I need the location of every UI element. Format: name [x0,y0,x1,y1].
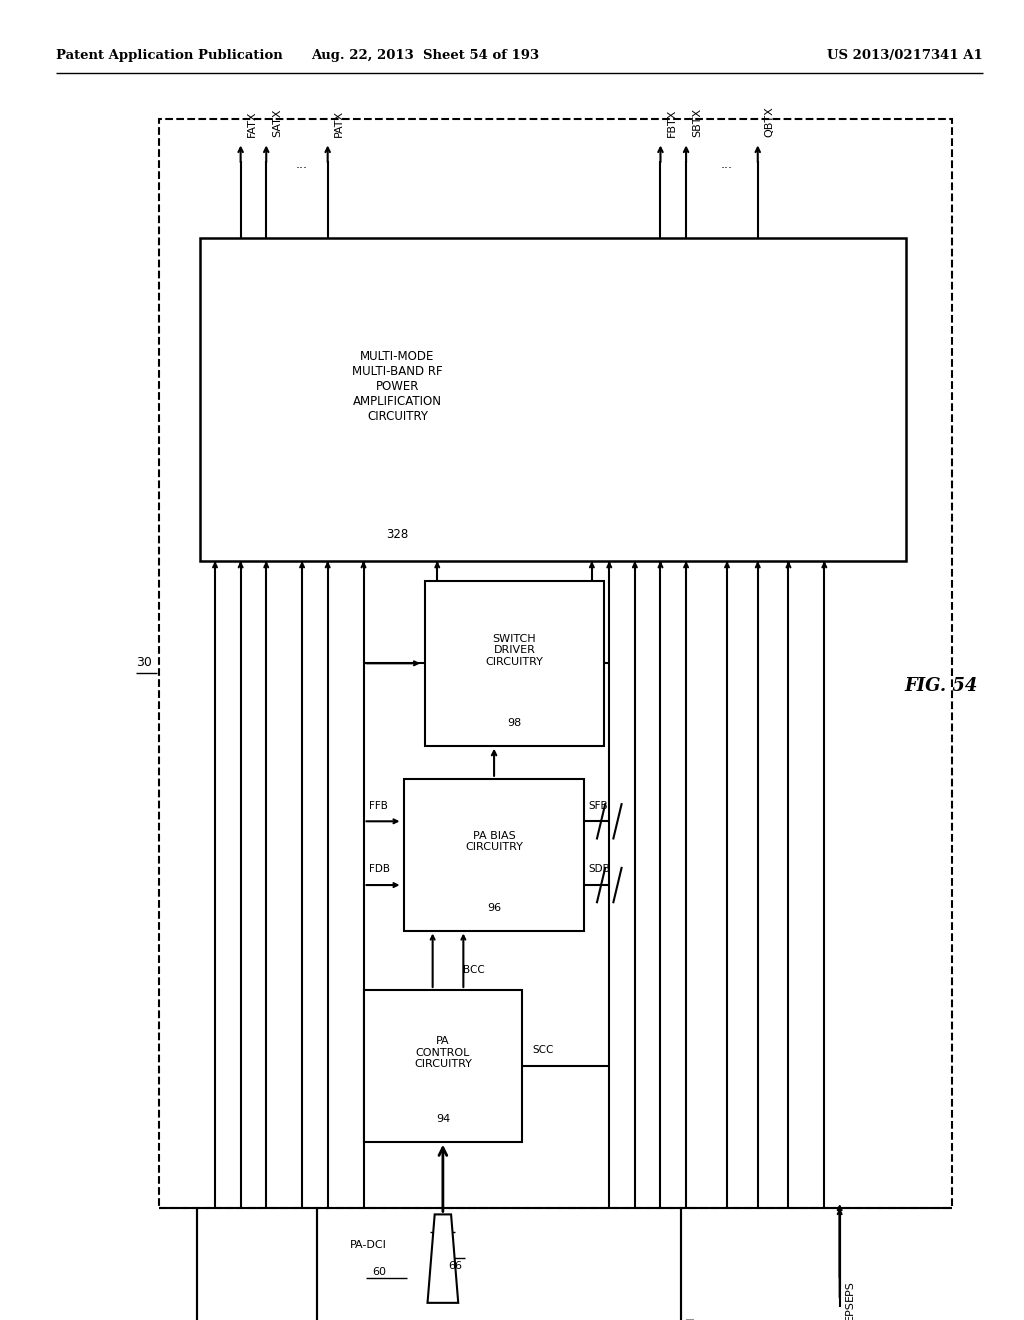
Text: PATX: PATX [334,110,344,137]
Text: BPS: BPS [323,1316,333,1320]
Text: PA
CONTROL
CIRCUITRY: PA CONTROL CIRCUITRY [414,1036,472,1069]
Text: FRFI: FRFI [202,1316,212,1320]
Text: Aug. 22, 2013  Sheet 54 of 193: Aug. 22, 2013 Sheet 54 of 193 [311,49,539,62]
Text: 66: 66 [435,1232,450,1242]
Text: 30: 30 [135,656,152,669]
Text: SDB: SDB [589,865,610,874]
Text: PA BIAS
CIRCUITRY: PA BIAS CIRCUITRY [465,830,523,853]
Text: FFB: FFB [369,801,387,810]
Text: ...: ... [296,158,308,172]
Text: PA-DCI: PA-DCI [349,1241,387,1250]
Text: EPS: EPS [845,1280,855,1302]
Text: US 2013/0217341 A1: US 2013/0217341 A1 [827,49,983,62]
Bar [364,990,522,1142]
Bar [200,238,906,561]
Text: 66: 66 [449,1261,462,1271]
Text: EPS: EPS [845,1300,855,1320]
Text: QBTX: QBTX [764,107,774,137]
Bar [159,119,952,1208]
Text: 328: 328 [386,528,409,541]
Text: SFB: SFB [589,801,608,810]
Text: SBTX: SBTX [692,108,702,137]
Text: FIG. 54: FIG. 54 [904,677,978,696]
Text: FATX: FATX [247,111,257,137]
Text: 94: 94 [436,1114,450,1125]
Text: Patent Application Publication: Patent Application Publication [56,49,283,62]
Text: 96: 96 [487,903,501,913]
Text: 60: 60 [373,1267,387,1276]
Text: MULTI-MODE
MULTI-BAND RF
POWER
AMPLIFICATION
CIRCUITRY: MULTI-MODE MULTI-BAND RF POWER AMPLIFICA… [352,350,442,422]
Text: FDB: FDB [369,865,390,874]
Bar [425,581,604,746]
Text: FBTX: FBTX [667,110,677,137]
Bar [404,779,584,931]
Text: SATX: SATX [272,108,283,137]
Text: SWITCH
DRIVER
CIRCUITRY: SWITCH DRIVER CIRCUITRY [485,634,544,667]
Text: SRFI: SRFI [686,1316,696,1320]
Text: SCC: SCC [532,1045,554,1056]
Text: ...: ... [721,158,733,172]
Text: BCC: BCC [463,965,485,975]
Text: 98: 98 [508,718,521,729]
Polygon shape [428,1214,459,1303]
